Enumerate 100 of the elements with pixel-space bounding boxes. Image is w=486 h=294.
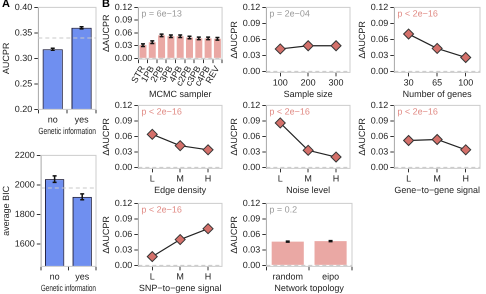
x-tick-label: no bbox=[48, 114, 58, 124]
x-axis-title: MCMC sampler bbox=[148, 89, 212, 100]
y-tick-label: 0.09 bbox=[114, 213, 132, 224]
y-axis-title: ΔAUCPR bbox=[356, 118, 367, 156]
y-tick-label: 0.40 bbox=[14, 2, 32, 12]
x-tick-label: 100 bbox=[458, 77, 474, 88]
x-axis-title: Genetic information bbox=[40, 283, 96, 294]
x-axis-title: Number of genes bbox=[402, 89, 472, 100]
y-tick-label: 0.00 bbox=[114, 162, 132, 172]
x-axis-title: Genetic information bbox=[38, 126, 96, 136]
x-tick-label: 65 bbox=[432, 77, 442, 88]
y-tick-label: 0.12 bbox=[114, 2, 132, 12]
x-tick-label: M bbox=[433, 173, 441, 184]
x-tick-label: H bbox=[462, 173, 469, 184]
y-tick-label: 0.09 bbox=[242, 115, 260, 126]
x-axis-title: SNP−to−gene signal bbox=[138, 283, 222, 294]
y-axis-title: ΔAUCPR bbox=[356, 20, 367, 59]
x-tick-label: M bbox=[176, 271, 184, 282]
y-tick-label: 0.12 bbox=[114, 100, 132, 110]
y-axis-title: ΔAUCPR bbox=[228, 216, 239, 254]
x-tick-label: 200 bbox=[300, 77, 316, 88]
y-tick-label: 0.06 bbox=[242, 34, 260, 44]
y-tick-label: 0.06 bbox=[370, 34, 388, 44]
y-tick-label: 0.09 bbox=[242, 18, 260, 28]
y-tick-label: 0.00 bbox=[114, 52, 132, 63]
y-tick-label: 2200 bbox=[14, 150, 35, 160]
x-tick-label: L bbox=[150, 173, 155, 184]
y-tick-label: 0.06 bbox=[114, 27, 132, 38]
y-tick-label: 0.12 bbox=[242, 2, 260, 12]
x-tick-label: random bbox=[272, 271, 303, 282]
y-tick-label: 0.09 bbox=[242, 213, 260, 224]
x-axis-title: Sample size bbox=[284, 89, 333, 100]
x-axis-title: Network topology bbox=[274, 283, 344, 294]
x-tick-label: M bbox=[176, 173, 184, 184]
annotation: p < 2e−16 bbox=[269, 106, 310, 116]
y-tick-label: 0.06 bbox=[242, 130, 260, 141]
y-tick-label: 0.06 bbox=[242, 228, 260, 239]
y-axis-title: average BIC bbox=[0, 185, 11, 236]
y-tick-label: 0.09 bbox=[370, 115, 388, 126]
y-tick-label: 0.09 bbox=[114, 115, 132, 126]
x-tick-label: L bbox=[150, 271, 155, 282]
y-tick-label: 0.00 bbox=[242, 162, 260, 172]
annotation: p < 2e−16 bbox=[141, 106, 182, 116]
y-axis-title: AUCPR bbox=[0, 42, 11, 74]
annotation: p < 2e−16 bbox=[397, 8, 438, 18]
annotation: p < 2e−16 bbox=[141, 204, 182, 214]
y-tick-label: 0.25 bbox=[14, 78, 32, 88]
y-tick-label: 0.03 bbox=[370, 146, 388, 156]
y-tick-label: 0.20 bbox=[14, 104, 32, 114]
y-tick-label: 2000 bbox=[14, 179, 35, 190]
y-tick-label: 0.09 bbox=[114, 14, 132, 25]
y-tick-label: 0.12 bbox=[242, 100, 260, 110]
x-axis-title: Noise level bbox=[286, 185, 330, 196]
x-axis-title: Edge density bbox=[154, 185, 207, 196]
y-tick-label: 0.12 bbox=[242, 198, 260, 208]
y-tick-label: 1600 bbox=[14, 238, 35, 249]
y-tick-label: 0.30 bbox=[14, 52, 32, 63]
x-tick-label: yes bbox=[75, 271, 90, 282]
x-tick-label: 100 bbox=[272, 77, 288, 88]
y-tick-label: 1800 bbox=[14, 209, 35, 220]
annotation: p = 6e−13 bbox=[141, 8, 182, 18]
y-axis-title: ΔAUCPR bbox=[100, 216, 111, 254]
y-tick-label: 0.03 bbox=[242, 244, 260, 254]
y-tick-label: 0.12 bbox=[370, 2, 388, 12]
y-tick-label: 0.03 bbox=[242, 146, 260, 156]
x-tick-label: no bbox=[50, 271, 60, 282]
x-tick-label: 30 bbox=[404, 77, 414, 88]
y-tick-label: 0.03 bbox=[370, 50, 388, 60]
y-tick-label: 0.03 bbox=[242, 50, 260, 60]
x-tick-label: H bbox=[204, 173, 212, 184]
x-tick-label: H bbox=[204, 271, 212, 282]
y-tick-label: 0.00 bbox=[370, 66, 388, 76]
y-axis-title: ΔAUCPR bbox=[228, 118, 239, 156]
x-tick-label: M bbox=[304, 173, 312, 184]
y-tick-label: 0.35 bbox=[14, 27, 32, 38]
annotation: p = 2e−04 bbox=[269, 8, 310, 18]
x-tick-label: H bbox=[332, 173, 340, 184]
y-tick-label: 0.12 bbox=[114, 198, 132, 208]
annotation: p = 0.2 bbox=[269, 204, 298, 214]
x-tick-label: L bbox=[278, 173, 283, 184]
y-tick-label: 0.06 bbox=[114, 130, 132, 141]
y-axis-title: ΔAUCPR bbox=[100, 118, 111, 156]
y-tick-label: 0.03 bbox=[114, 244, 132, 254]
y-tick-label: 0.06 bbox=[370, 130, 388, 141]
annotation: p < 2e−16 bbox=[397, 106, 438, 116]
y-axis-title: ΔAUCPR bbox=[228, 20, 239, 59]
y-tick-label: 0.00 bbox=[370, 162, 388, 172]
y-tick-label: 0.03 bbox=[114, 40, 132, 50]
y-axis-title: ΔAUCPR bbox=[100, 14, 111, 52]
y-tick-label: 0.00 bbox=[114, 260, 132, 270]
x-tick-label: L bbox=[406, 173, 412, 184]
x-tick-label: eipo bbox=[322, 271, 340, 282]
x-axis-title: Gene−to−gene signal bbox=[394, 185, 480, 196]
y-tick-label: 0.09 bbox=[370, 18, 388, 28]
y-tick-label: 0.00 bbox=[242, 66, 260, 76]
x-tick-label: yes bbox=[74, 114, 90, 124]
x-tick-label: 300 bbox=[328, 77, 344, 88]
y-tick-label: 0.00 bbox=[242, 260, 260, 270]
y-tick-label: 0.03 bbox=[114, 146, 132, 156]
y-tick-label: 0.12 bbox=[370, 100, 388, 110]
